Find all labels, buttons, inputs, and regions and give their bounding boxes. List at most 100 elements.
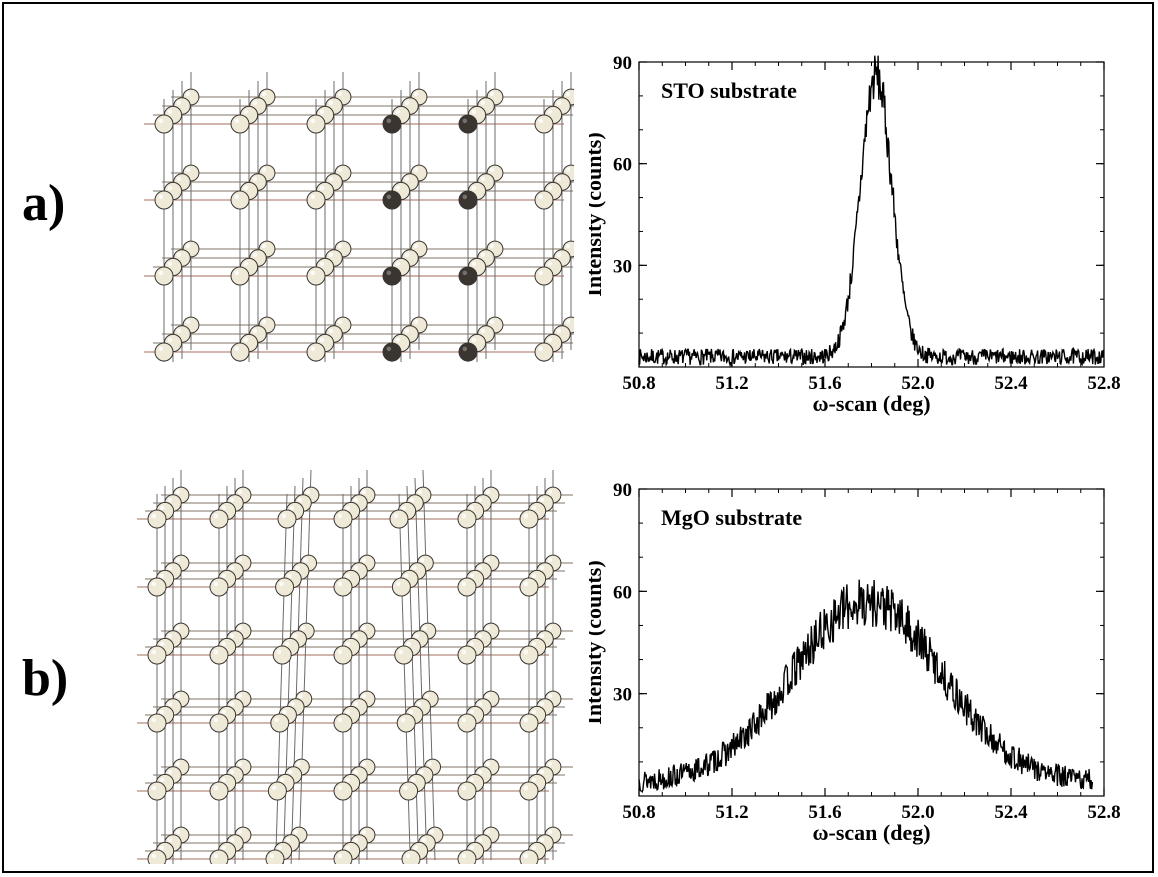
- atom-highlight: [151, 581, 157, 587]
- atom-highlight: [523, 717, 529, 723]
- lattice-atom: [382, 190, 402, 210]
- atom-highlight: [461, 649, 467, 655]
- atom-highlight: [396, 581, 401, 587]
- atom-highlight: [547, 557, 553, 563]
- atom-highlight: [531, 641, 537, 647]
- atom-highlight: [471, 109, 477, 115]
- atom-highlight: [345, 777, 351, 783]
- atom-highlight: [386, 194, 392, 200]
- atom-highlight: [477, 701, 483, 707]
- lattice-rod: [290, 477, 304, 864]
- lattice-atom: [382, 342, 402, 362]
- atom-highlight: [547, 829, 553, 835]
- atom-highlight: [386, 118, 392, 124]
- atom-highlight: [477, 769, 483, 775]
- lattice-atom: [389, 509, 409, 529]
- atom-highlight: [159, 505, 165, 511]
- series-line: [638, 579, 1094, 794]
- atom-highlight: [234, 270, 240, 276]
- lattice-atom: [399, 781, 419, 801]
- atom-highlight: [221, 709, 227, 715]
- atom-highlight: [539, 565, 545, 571]
- atom-highlight: [176, 176, 182, 182]
- atom-highlight: [158, 270, 164, 276]
- atom-highlight: [523, 785, 529, 791]
- lattice-atom: [306, 114, 326, 134]
- lattice-atom: [333, 645, 353, 665]
- atom-highlight: [293, 829, 299, 835]
- y-tick-label: 60: [613, 155, 632, 176]
- atom-highlight: [547, 761, 553, 767]
- atom-highlight: [243, 261, 249, 267]
- atom-highlight: [404, 100, 410, 106]
- atom-highlight: [556, 176, 562, 182]
- lattice-atom: [209, 781, 229, 801]
- atom-highlight: [237, 557, 243, 563]
- atom-highlight: [477, 565, 483, 571]
- lattice-atom: [277, 509, 297, 529]
- atom-highlight: [159, 709, 165, 715]
- atom-highlight: [158, 346, 164, 352]
- atom-highlight: [398, 649, 403, 655]
- atom-highlight: [345, 641, 351, 647]
- atom-highlight: [353, 837, 359, 843]
- lattice-atom: [147, 713, 167, 733]
- atom-highlight: [337, 167, 343, 173]
- lattice-atom: [519, 781, 539, 801]
- atom-highlight: [417, 489, 423, 495]
- atom-highlight: [461, 853, 467, 859]
- atom-highlight: [234, 118, 240, 124]
- atom-highlight: [411, 777, 416, 783]
- atom-highlight: [547, 693, 553, 699]
- atom-highlight: [213, 513, 219, 519]
- atom-highlight: [477, 497, 483, 503]
- lattice-atom: [230, 190, 250, 210]
- atom-highlight: [413, 91, 419, 97]
- atom-highlight: [353, 497, 359, 503]
- lattice-atom: [534, 342, 554, 362]
- atom-highlight: [461, 717, 467, 723]
- atom-highlight: [556, 252, 562, 258]
- atom-highlight: [159, 641, 165, 647]
- lattice-illustration-b: [137, 469, 573, 864]
- lattice-rod: [398, 493, 411, 864]
- lattice-atom: [396, 713, 416, 733]
- atom-highlight: [297, 497, 303, 503]
- lattice-rod: [298, 469, 312, 861]
- atom-highlight: [477, 837, 483, 843]
- atom-highlight: [221, 777, 227, 783]
- atom-highlight: [477, 633, 483, 639]
- atom-highlight: [414, 633, 419, 639]
- lattice-drawing: [144, 72, 574, 362]
- atom-highlight: [252, 328, 258, 334]
- atom-highlight: [151, 853, 157, 859]
- atom-highlight: [167, 769, 173, 775]
- lattice-atom: [209, 509, 229, 529]
- atom-highlight: [353, 633, 359, 639]
- lattice-atom: [147, 781, 167, 801]
- atom-highlight: [328, 176, 334, 182]
- lattice-atom: [147, 577, 167, 597]
- atom-highlight: [361, 557, 367, 563]
- lattice-atom: [382, 114, 402, 134]
- atom-highlight: [565, 91, 571, 97]
- atom-highlight: [345, 845, 351, 851]
- atom-highlight: [310, 194, 316, 200]
- lattice-atom: [382, 266, 402, 286]
- atom-highlight: [353, 701, 359, 707]
- atom-highlight: [361, 693, 367, 699]
- atom-highlight: [406, 641, 411, 647]
- y-tick-label: 30: [613, 685, 632, 706]
- lattice-atom: [147, 509, 167, 529]
- atom-highlight: [328, 328, 334, 334]
- atom-highlight: [353, 565, 359, 571]
- lattice-atom: [394, 645, 414, 665]
- atom-highlight: [361, 489, 367, 495]
- atom-highlight: [300, 625, 306, 631]
- panel-label-a: a): [22, 175, 66, 232]
- atom-highlight: [158, 118, 164, 124]
- atom-highlight: [319, 261, 325, 267]
- atom-highlight: [175, 761, 181, 767]
- atom-highlight: [539, 837, 545, 843]
- atom-highlight: [462, 346, 468, 352]
